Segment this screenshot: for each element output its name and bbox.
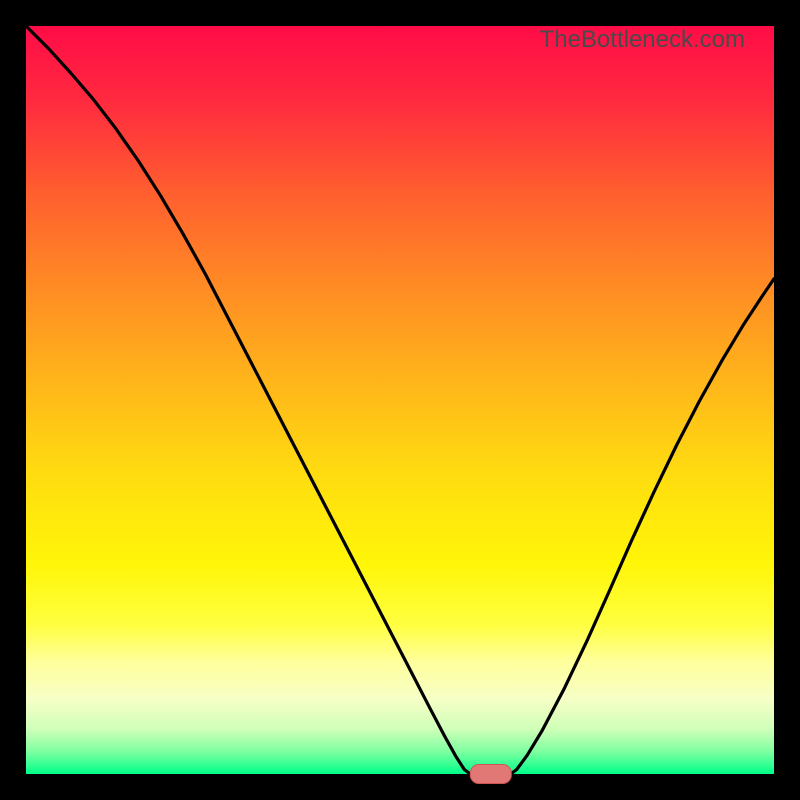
bottleneck-curve bbox=[26, 26, 774, 774]
curve-right-branch bbox=[511, 279, 774, 774]
optimal-marker bbox=[469, 764, 511, 784]
chart-frame: TheBottleneck.com bbox=[0, 0, 800, 800]
curve-left-branch bbox=[26, 26, 470, 774]
watermark-text: TheBottleneck.com bbox=[540, 26, 745, 54]
plot-area bbox=[26, 26, 774, 774]
